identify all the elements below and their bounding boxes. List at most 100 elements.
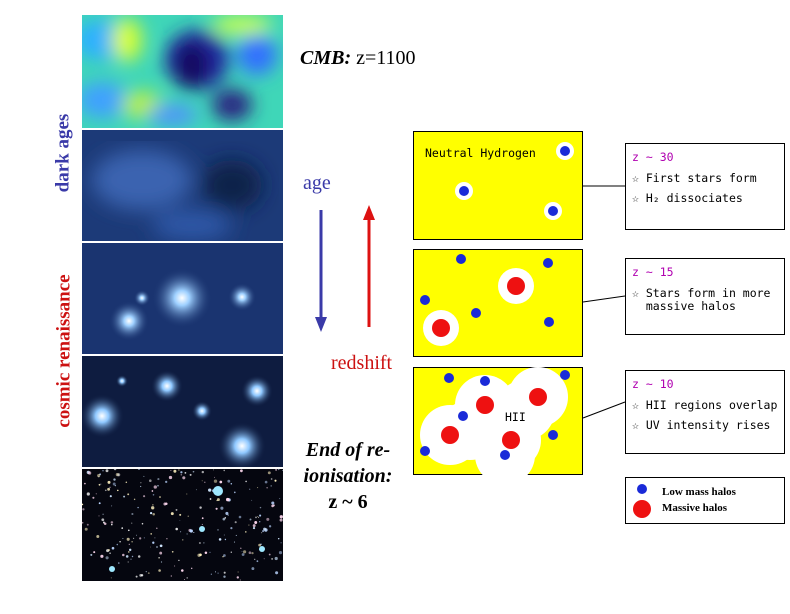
massive-halo bbox=[441, 426, 459, 444]
star-bullet-icon: ☆ bbox=[632, 171, 646, 185]
first-stars-image bbox=[82, 243, 283, 354]
star-dot bbox=[128, 543, 130, 545]
star-dot bbox=[111, 523, 113, 526]
star-dot bbox=[248, 524, 250, 526]
info-z15-line-1-text: Stars form in more massive halos bbox=[645, 286, 771, 313]
star-dot bbox=[140, 482, 142, 484]
star-dot bbox=[257, 487, 259, 489]
hii-label: HII bbox=[505, 410, 526, 424]
star-dot bbox=[182, 476, 186, 480]
age-arrow-head bbox=[315, 317, 327, 332]
star-dot bbox=[239, 579, 241, 581]
end-of-reionisation-label: End of re- ionisation: z ~ 6 bbox=[292, 437, 404, 515]
star-dot bbox=[201, 523, 203, 525]
connector-3 bbox=[582, 401, 626, 419]
star-dot bbox=[175, 527, 178, 531]
star-dot bbox=[82, 521, 84, 524]
low-mass-halo bbox=[471, 308, 481, 318]
legend-low-label: Low mass halos bbox=[662, 486, 736, 498]
age-label: age bbox=[303, 172, 331, 194]
bright-star bbox=[213, 486, 223, 496]
star-dot bbox=[152, 504, 154, 506]
star-dot bbox=[258, 516, 260, 518]
star-dot bbox=[152, 512, 155, 516]
low-mass-halo bbox=[420, 446, 430, 456]
star-dot bbox=[258, 543, 261, 547]
star-dot bbox=[266, 487, 268, 489]
star-dot bbox=[215, 507, 218, 510]
star-dot bbox=[136, 534, 137, 536]
low-mass-halo bbox=[444, 373, 454, 383]
star-dot bbox=[189, 473, 192, 476]
star-dot bbox=[263, 558, 265, 560]
star-dot bbox=[151, 506, 155, 510]
massive-halo-icon bbox=[633, 500, 651, 518]
low-mass-halo bbox=[560, 146, 570, 156]
low-mass-halo bbox=[543, 258, 553, 268]
star-dot bbox=[109, 486, 111, 488]
star-dot bbox=[168, 475, 173, 480]
star-dot bbox=[112, 482, 116, 486]
info-z10-line-2-text: UV intensity rises bbox=[645, 418, 771, 432]
star-dot bbox=[107, 548, 111, 552]
star-dot bbox=[233, 541, 236, 543]
star-dot bbox=[264, 480, 268, 484]
star-dot bbox=[240, 547, 242, 550]
star-dot bbox=[186, 533, 188, 535]
star-dot bbox=[166, 537, 168, 540]
star-dot bbox=[178, 559, 180, 562]
star-dot bbox=[226, 497, 230, 502]
star-dot bbox=[259, 506, 262, 509]
bright-star bbox=[259, 546, 265, 552]
star-dot bbox=[165, 480, 168, 484]
legend: Low mass halos Massive halos bbox=[625, 477, 785, 524]
star-dot bbox=[84, 527, 88, 531]
star-dot bbox=[174, 565, 176, 567]
star-dot bbox=[268, 525, 272, 528]
star-dot bbox=[278, 469, 280, 471]
star-dot bbox=[240, 469, 243, 473]
star-dot bbox=[277, 537, 280, 540]
cmb-label-prefix: CMB: bbox=[300, 47, 352, 69]
star-dot bbox=[203, 542, 205, 544]
star-dot bbox=[251, 551, 254, 555]
info-z10-line-1-text: HII regions overlap bbox=[645, 398, 778, 412]
star-dot bbox=[199, 553, 202, 557]
star-dot bbox=[122, 553, 125, 557]
star-dot bbox=[193, 531, 195, 534]
star-dot bbox=[109, 495, 112, 498]
star-dot bbox=[82, 508, 85, 511]
neutral-hydrogen-label: Neutral Hydrogen bbox=[425, 146, 536, 160]
star-dot bbox=[266, 517, 270, 521]
star-dot bbox=[127, 561, 129, 563]
star-dot bbox=[186, 577, 188, 579]
star-dot bbox=[222, 517, 226, 521]
star-dot bbox=[262, 530, 265, 533]
star-dot bbox=[139, 574, 143, 577]
star-dot bbox=[157, 484, 159, 487]
massive-halo bbox=[502, 431, 520, 449]
star-dot bbox=[86, 523, 89, 526]
star-dot bbox=[230, 483, 233, 485]
end-line-3: z ~ 6 bbox=[328, 491, 368, 513]
star-dot bbox=[86, 492, 90, 496]
star-dot bbox=[225, 511, 229, 515]
reionised-universe-image bbox=[82, 469, 283, 581]
star-dot bbox=[105, 469, 109, 473]
low-mass-halo bbox=[459, 186, 469, 196]
star-dot bbox=[187, 515, 189, 517]
star-dot bbox=[93, 551, 96, 554]
star-dot bbox=[237, 571, 239, 573]
star-dot bbox=[209, 551, 211, 554]
star-dot bbox=[271, 504, 274, 508]
star-bullet-icon: ☆ bbox=[632, 286, 646, 300]
star-dot bbox=[170, 575, 172, 577]
star-dot bbox=[222, 556, 224, 558]
star-dot bbox=[255, 516, 257, 519]
star-dot bbox=[180, 471, 183, 474]
star-dot bbox=[131, 541, 133, 543]
star-dot bbox=[279, 498, 281, 500]
star-dot bbox=[113, 478, 116, 481]
star-dot bbox=[139, 537, 142, 540]
